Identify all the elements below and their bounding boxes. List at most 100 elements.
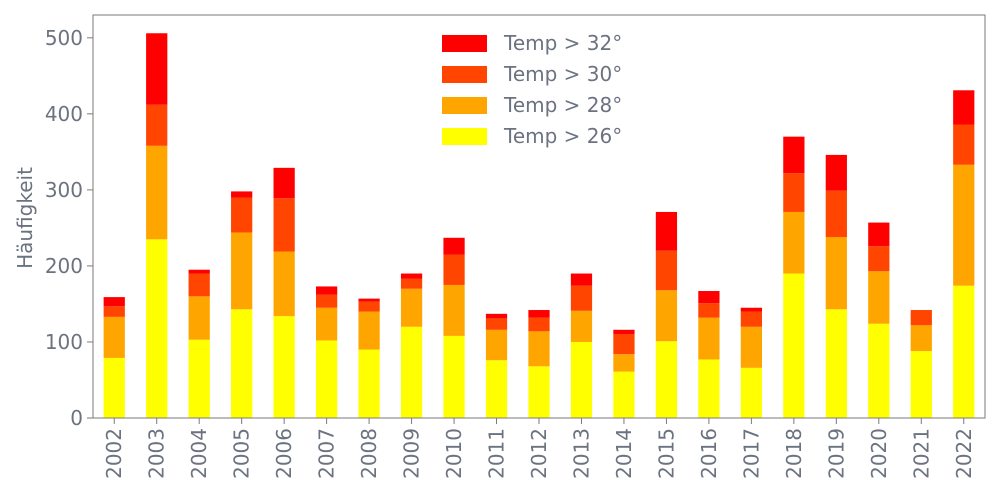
- x-tick-label: 2007: [315, 428, 339, 479]
- bar-segment-2012-s0: [528, 366, 550, 418]
- bar-segment-2018-s3: [783, 136, 805, 174]
- x-tick-label: 2003: [145, 428, 169, 479]
- bar-segment-2021-s0: [910, 351, 932, 418]
- y-tick-label: 300: [45, 178, 83, 202]
- bar-segment-2009-s1: [400, 288, 423, 327]
- bar-segment-2008-s1: [358, 311, 380, 350]
- y-axis-label: Häufigkeit: [13, 167, 37, 269]
- bar-segment-2003-s1: [146, 145, 168, 240]
- bar-segment-2015-s0: [655, 341, 678, 418]
- bar-segment-2005-s1: [231, 232, 253, 310]
- bar-segment-2002-s2: [103, 306, 125, 317]
- bar-segment-2016-s2: [698, 303, 720, 318]
- bar-segment-2005-s2: [231, 197, 253, 233]
- x-tick-label: 2010: [442, 428, 466, 479]
- bar-segment-2003-s0: [146, 239, 168, 418]
- bar-segment-2015-s3: [655, 211, 678, 251]
- bar-segment-2019-s0: [825, 309, 847, 418]
- bar-segment-2016-s0: [698, 359, 720, 418]
- bar-segment-2010-s2: [443, 254, 465, 285]
- bar-group: [103, 33, 975, 418]
- bar-segment-2014-s3: [613, 329, 635, 335]
- bar-segment-2015-s2: [655, 250, 678, 291]
- bar-segment-2020-s1: [868, 271, 890, 324]
- bar-segment-2018-s1: [783, 211, 805, 274]
- bar-segment-2016-s1: [698, 317, 720, 360]
- bar-segment-2006-s3: [273, 167, 295, 199]
- legend: Temp > 32° Temp > 30° Temp > 28° Temp > 26°: [442, 31, 622, 148]
- bar-segment-2007-s0: [316, 340, 338, 418]
- bar-segment-2004-s3: [188, 269, 210, 274]
- bar-segment-2018-s2: [783, 173, 805, 212]
- y-axis: 0 100 200 300 400 500: [45, 26, 93, 430]
- bar-segment-2009-s3: [400, 273, 423, 279]
- bar-segment-2018-s0: [783, 273, 805, 418]
- bar-segment-2011-s1: [485, 329, 508, 361]
- x-tick-label: 2011: [485, 428, 509, 479]
- x-tick-label: 2006: [272, 428, 296, 479]
- bar-segment-2022-s0: [953, 285, 975, 418]
- x-tick-label: 2004: [187, 428, 211, 479]
- bar-segment-2009-s2: [400, 278, 423, 289]
- bar-segment-2012-s3: [528, 310, 550, 318]
- bar-segment-2022-s3: [953, 90, 975, 125]
- bar-segment-2012-s2: [528, 317, 550, 332]
- bar-segment-2004-s1: [188, 296, 210, 340]
- legend-swatch: [442, 97, 487, 114]
- bar-segment-2004-s0: [188, 339, 210, 418]
- bar-segment-2013-s0: [570, 341, 593, 418]
- x-tick-label: 2008: [357, 428, 381, 479]
- bar-segment-2010-s1: [443, 284, 465, 336]
- x-tick-label: 2018: [782, 428, 806, 479]
- x-tick-label: 2021: [909, 428, 933, 479]
- bar-segment-2019-s3: [825, 154, 847, 191]
- legend-label: Temp > 30°: [503, 62, 622, 86]
- x-tick-label: 2019: [824, 428, 848, 479]
- bar-segment-2002-s1: [103, 316, 125, 358]
- bar-segment-2009-s0: [400, 326, 423, 418]
- bar-segment-2007-s2: [316, 294, 338, 308]
- bar-segment-2006-s0: [273, 316, 295, 418]
- x-tick-label: 2020: [867, 428, 891, 479]
- bar-segment-2010-s3: [443, 237, 465, 255]
- bar-segment-2017-s3: [740, 307, 762, 312]
- bar-segment-2003-s3: [146, 33, 168, 105]
- y-tick-label: 100: [45, 330, 83, 354]
- bar-segment-2021-s2: [910, 310, 932, 326]
- x-tick-label: 2015: [654, 428, 678, 479]
- legend-swatch: [442, 35, 487, 52]
- x-tick-label: 2016: [697, 428, 721, 479]
- bar-segment-2007-s3: [316, 286, 338, 295]
- bar-segment-2017-s0: [740, 367, 762, 418]
- bar-segment-2011-s2: [485, 318, 508, 330]
- bar-segment-2008-s0: [358, 349, 380, 418]
- bar-segment-2011-s0: [485, 360, 508, 418]
- bar-segment-2002-s3: [103, 297, 125, 307]
- x-tick-label: 2005: [230, 428, 254, 479]
- bar-segment-2013-s2: [570, 285, 593, 311]
- bar-segment-2006-s1: [273, 251, 295, 317]
- bar-segment-2007-s1: [316, 307, 338, 341]
- bar-segment-2019-s1: [825, 237, 847, 310]
- bar-segment-2005-s0: [231, 309, 253, 418]
- legend-swatch: [442, 66, 487, 83]
- bar-segment-2017-s1: [740, 326, 762, 368]
- x-tick-label: 2022: [952, 428, 976, 479]
- bar-segment-2020-s3: [868, 222, 890, 247]
- bar-segment-2005-s3: [231, 191, 253, 198]
- bar-segment-2002-s0: [103, 357, 125, 418]
- bar-segment-2020-s2: [868, 246, 890, 272]
- bar-segment-2011-s3: [485, 313, 508, 319]
- bar-segment-2015-s1: [655, 290, 678, 342]
- y-tick-label: 200: [45, 254, 83, 278]
- y-tick-label: 0: [70, 406, 83, 430]
- bar-segment-2013-s3: [570, 273, 593, 286]
- bar-segment-2008-s2: [358, 301, 380, 312]
- bar-segment-2019-s2: [825, 190, 847, 238]
- x-tick-label: 2014: [612, 428, 636, 479]
- bar-segment-2012-s1: [528, 331, 550, 367]
- bar-segment-2003-s2: [146, 104, 168, 146]
- bar-segment-2021-s1: [910, 325, 932, 352]
- bar-segment-2014-s1: [613, 354, 635, 372]
